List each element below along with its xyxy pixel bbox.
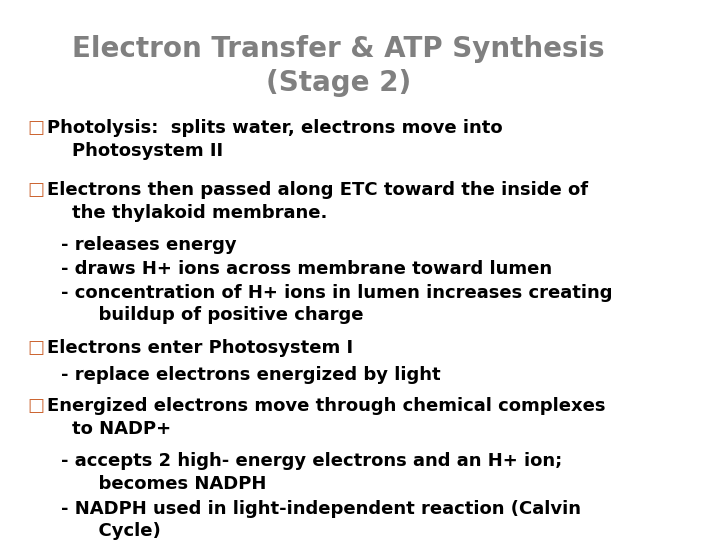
FancyBboxPatch shape bbox=[0, 0, 683, 502]
Text: - replace electrons energized by light: - replace electrons energized by light bbox=[61, 366, 441, 384]
Text: □: □ bbox=[27, 397, 44, 415]
Text: - concentration of H+ ions in lumen increases creating
      buildup of positive: - concentration of H+ ions in lumen incr… bbox=[61, 284, 613, 325]
Text: - NADPH used in light-independent reaction (Calvin
      Cycle): - NADPH used in light-independent reacti… bbox=[61, 500, 581, 540]
Text: Electrons then passed along ETC toward the inside of
    the thylakoid membrane.: Electrons then passed along ETC toward t… bbox=[48, 181, 588, 222]
Text: □: □ bbox=[27, 119, 44, 137]
Text: Energized electrons move through chemical complexes
    to NADP+: Energized electrons move through chemica… bbox=[48, 397, 606, 438]
Text: - releases energy: - releases energy bbox=[61, 236, 236, 254]
Text: - draws H+ ions across membrane toward lumen: - draws H+ ions across membrane toward l… bbox=[61, 260, 552, 278]
Text: Electrons enter Photosystem I: Electrons enter Photosystem I bbox=[48, 339, 354, 357]
Text: Electron Transfer & ATP Synthesis
(Stage 2): Electron Transfer & ATP Synthesis (Stage… bbox=[72, 35, 605, 97]
Text: Photolysis:  splits water, electrons move into
    Photosystem II: Photolysis: splits water, electrons move… bbox=[48, 119, 503, 160]
Text: - accepts 2 high- energy electrons and an H+ ion;
      becomes NADPH: - accepts 2 high- energy electrons and a… bbox=[61, 452, 562, 493]
Text: □: □ bbox=[27, 181, 44, 199]
Text: □: □ bbox=[27, 339, 44, 357]
